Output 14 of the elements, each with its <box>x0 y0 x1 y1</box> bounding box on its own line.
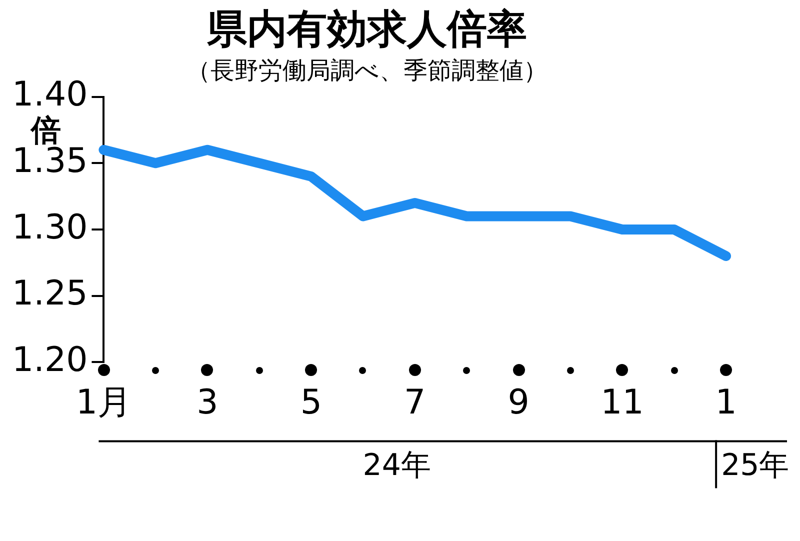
y-tick-label: 1.40 <box>12 74 88 115</box>
x-tick-label: 1月 <box>76 382 132 422</box>
x-tick-label: 5 <box>300 382 322 422</box>
chart-subtitle: （長野労働局調べ、季節調整値） <box>186 56 548 85</box>
y-tick-label: 1.20 <box>12 340 88 380</box>
x-tick-label: 9 <box>508 382 530 422</box>
x-tick-label: 1 <box>715 382 737 422</box>
x-tick-label: 11 <box>600 382 644 422</box>
y-tick-label: 1.25 <box>12 274 88 314</box>
text: 25年 <box>721 448 790 483</box>
x-tick-label: 3 <box>196 382 218 422</box>
text: 24年 <box>362 448 431 483</box>
y-tick-label: 1.30 <box>12 207 88 248</box>
x-tick-label: 7 <box>404 382 426 422</box>
